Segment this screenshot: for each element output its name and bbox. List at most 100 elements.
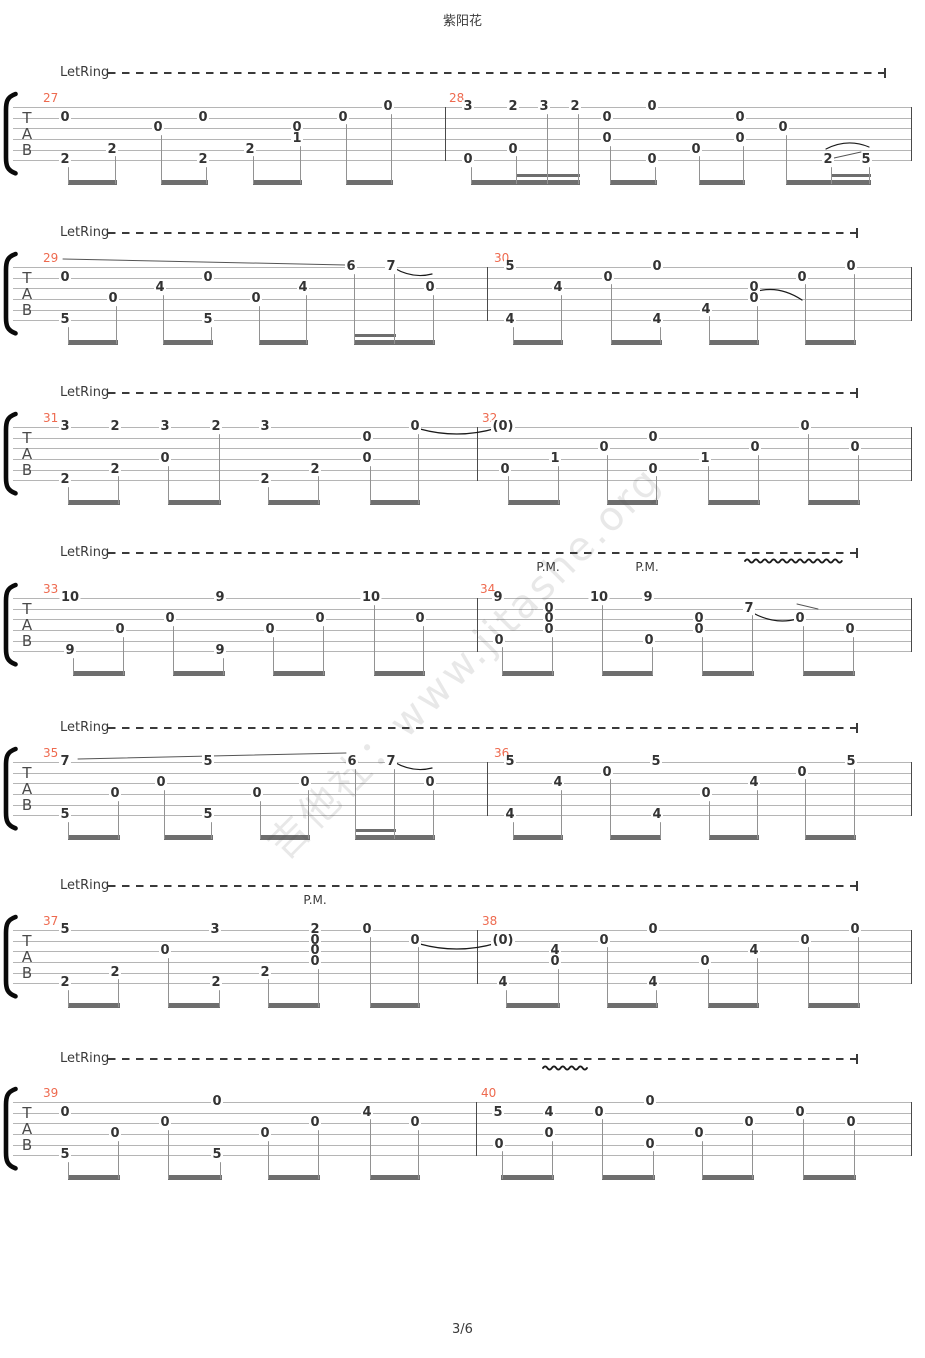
staff-line xyxy=(13,629,912,631)
tab-clef-letter: T xyxy=(22,764,32,782)
stem xyxy=(116,304,118,344)
fret-number: 0 xyxy=(776,120,790,136)
staff-line xyxy=(13,267,912,268)
let-ring-end-tick xyxy=(856,228,858,238)
fret-number: 10 xyxy=(588,590,610,606)
stem xyxy=(168,464,170,504)
page-number: 3/6 xyxy=(452,1322,473,1337)
let-ring-end-tick xyxy=(856,388,858,398)
sixteenth-beam xyxy=(354,333,396,337)
slide-line xyxy=(833,151,862,159)
fret-number: 0 xyxy=(360,922,374,938)
sixteenth-beam xyxy=(831,173,871,177)
fret-number: 0 xyxy=(408,419,422,435)
staff-line xyxy=(13,793,912,795)
beam xyxy=(699,180,745,185)
beam xyxy=(702,1175,754,1180)
fret-number: 3 xyxy=(258,419,272,435)
fret-number: 5 xyxy=(844,754,858,770)
fret-number: 0 xyxy=(492,1136,506,1152)
tab-clef-letter: T xyxy=(22,269,32,287)
fret-number: 0 xyxy=(689,141,703,157)
beam xyxy=(709,835,759,840)
fret-number: 4 xyxy=(650,312,664,328)
fret-number: 1 xyxy=(698,451,712,467)
measure-number: 33 xyxy=(43,582,59,596)
beam xyxy=(164,835,213,840)
slur xyxy=(419,427,498,435)
fret-number: 2 xyxy=(258,964,272,980)
beam xyxy=(611,340,662,345)
tab-clef-letter: B xyxy=(21,301,33,319)
fret-number: 0 xyxy=(108,786,122,802)
fret-number: 5 xyxy=(503,754,517,770)
stem xyxy=(418,433,420,504)
beam xyxy=(805,340,856,345)
fret-number: 0 xyxy=(600,131,614,147)
barline xyxy=(477,427,478,482)
fret-number: 2 xyxy=(58,975,72,991)
fret-number: 2 xyxy=(568,99,582,115)
fret-number: (0) xyxy=(491,419,515,435)
stem xyxy=(68,486,70,504)
let-ring-dashes xyxy=(108,552,856,554)
fret-number: 0 xyxy=(793,611,807,627)
stem xyxy=(308,789,310,839)
stem xyxy=(73,657,75,675)
stem xyxy=(858,454,860,504)
fret-number: 4 xyxy=(551,775,565,791)
stem xyxy=(168,1129,170,1179)
fret-number: 0 xyxy=(58,269,72,285)
let-ring-label: LetRing xyxy=(60,65,110,80)
vibrato-wave xyxy=(744,558,843,564)
stem xyxy=(653,1150,655,1179)
fret-number: 4 xyxy=(747,775,761,791)
stem xyxy=(513,326,515,344)
watermark: 吉他社：www.jitashe.org xyxy=(259,457,671,869)
measure-number: 40 xyxy=(481,1086,497,1100)
staff-line xyxy=(13,149,912,151)
stem xyxy=(300,144,302,184)
system-bracket xyxy=(3,251,18,336)
staff-line xyxy=(13,608,912,610)
fret-number: 0 xyxy=(58,1104,72,1120)
beam xyxy=(508,500,560,505)
let-ring-label: LetRing xyxy=(60,878,110,893)
fret-number: 5 xyxy=(649,754,663,770)
fret-number: 4 xyxy=(503,312,517,328)
fret-number: 0 xyxy=(542,1126,556,1142)
fret-number: 5 xyxy=(58,922,72,938)
system-bracket xyxy=(3,91,18,176)
beam xyxy=(602,1175,655,1180)
stem xyxy=(211,821,213,839)
measure-number: 27 xyxy=(43,91,59,105)
tab-clef-letter: T xyxy=(22,932,32,950)
stem xyxy=(708,967,710,1007)
stem xyxy=(508,475,510,504)
fret-number: 2 xyxy=(209,975,223,991)
stem xyxy=(168,957,170,1007)
staff-line xyxy=(13,651,912,653)
sixteenth-beam xyxy=(355,828,396,832)
fret-number: 0 xyxy=(108,1126,122,1142)
beam xyxy=(513,835,563,840)
let-ring-dashes xyxy=(108,727,856,729)
tab-clef-letter: T xyxy=(22,109,32,127)
fret-number: 0 xyxy=(793,1104,807,1120)
fret-number: 0 xyxy=(336,109,350,125)
barline xyxy=(445,107,446,162)
fret-number: 0 xyxy=(423,775,437,791)
fret-number: 0 xyxy=(201,269,215,285)
fret-number: 4 xyxy=(296,280,310,296)
measure-number: 38 xyxy=(482,914,498,928)
slur xyxy=(419,942,498,950)
staff-line xyxy=(13,1144,912,1146)
stem xyxy=(268,978,270,1007)
let-ring-label: LetRing xyxy=(60,225,110,240)
stem xyxy=(391,113,393,184)
stem xyxy=(220,1161,222,1179)
tab-clef-letter: T xyxy=(22,600,32,618)
fret-number: 2 xyxy=(108,964,122,980)
fret-number: 5 xyxy=(201,312,215,328)
